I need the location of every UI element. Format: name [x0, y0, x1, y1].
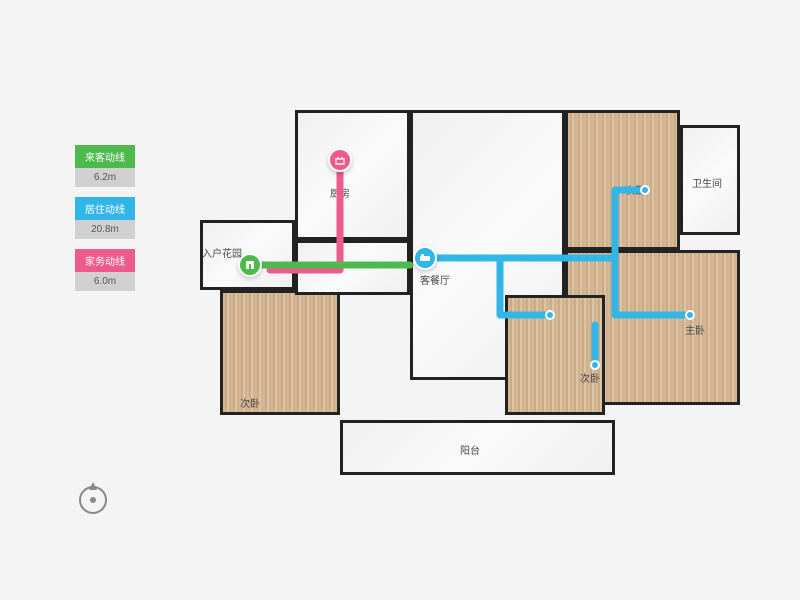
room-label-entry-garden: 入户花园	[202, 245, 242, 260]
endpoint-living	[640, 185, 650, 195]
room-bedroom-ne	[565, 110, 680, 250]
room-label-master: 主卧	[685, 322, 705, 337]
legend-item-house: 家务动线 6.0m	[75, 249, 135, 291]
legend-item-living: 居住动线 20.8m	[75, 197, 135, 239]
legend-value: 6.2m	[75, 168, 135, 187]
endpoint-living	[685, 310, 695, 320]
room-label-living: 客餐厅	[420, 272, 450, 287]
compass-icon	[75, 480, 111, 516]
room-label-bedroom-s: 次卧	[580, 370, 600, 385]
legend: 来客动线 6.2m 居住动线 20.8m 家务动线 6.0m	[75, 145, 135, 301]
node-living-icon	[413, 246, 437, 270]
room-bedroom-s	[505, 295, 605, 415]
room-hallway	[295, 240, 410, 295]
legend-item-guest: 来客动线 6.2m	[75, 145, 135, 187]
endpoint-living	[545, 310, 555, 320]
room-kitchen	[295, 110, 410, 240]
node-housework-icon	[328, 148, 352, 172]
node-guest-icon	[238, 253, 262, 277]
room-label-bedroom-sw: 次卧	[240, 395, 260, 410]
legend-value: 6.0m	[75, 272, 135, 291]
legend-label: 来客动线	[75, 145, 135, 168]
room-label-balcony: 阳台	[460, 442, 480, 457]
room-label-bath2: 卫生间	[692, 175, 722, 190]
legend-label: 居住动线	[75, 197, 135, 220]
floorplan: 厨房客餐厅卫生间次卧卫生间主卧次卧入户花园次卧阳台	[200, 90, 760, 530]
endpoint-living	[590, 360, 600, 370]
legend-value: 20.8m	[75, 220, 135, 239]
room-label-kitchen: 厨房	[330, 185, 350, 200]
room-bedroom-sw	[220, 290, 340, 415]
legend-label: 家务动线	[75, 249, 135, 272]
